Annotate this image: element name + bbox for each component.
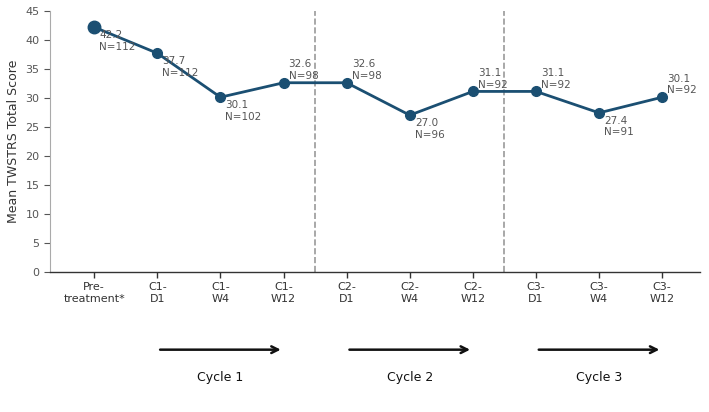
Y-axis label: Mean TWSTRS Total Score: Mean TWSTRS Total Score [7, 60, 20, 223]
Text: 32.6
N=98: 32.6 N=98 [289, 59, 318, 81]
Text: 27.0
N=96: 27.0 N=96 [415, 118, 445, 140]
Text: 31.1
N=92: 31.1 N=92 [478, 68, 508, 90]
Text: Cycle 2: Cycle 2 [386, 370, 433, 384]
Text: Cycle 1: Cycle 1 [197, 370, 244, 384]
Text: 30.1
N=102: 30.1 N=102 [225, 100, 262, 122]
Text: 31.1
N=92: 31.1 N=92 [541, 68, 571, 90]
Text: 27.4
N=91: 27.4 N=91 [604, 116, 634, 137]
Text: Cycle 3: Cycle 3 [576, 370, 623, 384]
Text: 42.2
N=112: 42.2 N=112 [99, 30, 135, 52]
Text: 30.1
N=92: 30.1 N=92 [667, 74, 697, 96]
Text: 37.7
N=112: 37.7 N=112 [162, 56, 199, 78]
Text: 32.6
N=98: 32.6 N=98 [352, 59, 381, 81]
